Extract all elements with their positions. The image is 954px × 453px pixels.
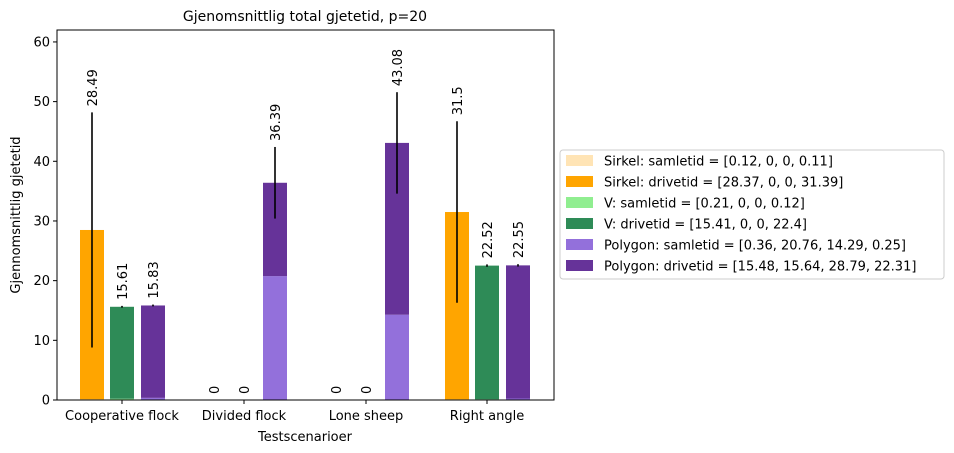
- bar-value-label-sirkel-2: 0: [330, 386, 345, 394]
- x-axis: Cooperative flock Divided flock Lone sheep…: [65, 400, 524, 424]
- legend-swatch: [566, 176, 593, 187]
- bar-value-label-v-1: 0: [238, 386, 253, 394]
- y-tick-label: 40: [33, 155, 50, 170]
- legend: Sirkel: samletid = [0.12, 0, 0, 0.11] Sir…: [559, 149, 945, 280]
- bar-polygon-drivetid-0: [141, 305, 165, 398]
- error-bars-group: [91, 92, 519, 348]
- bar-value-label-v-3: 22.52: [481, 221, 496, 258]
- legend-swatch: [566, 197, 593, 208]
- legend-swatch: [566, 239, 593, 250]
- legend-entry: Polygon: samletid = [0.36, 20.76, 14.29,…: [604, 239, 906, 254]
- y-tick-label: 60: [33, 35, 50, 50]
- bar-value-label-polygon-0: 15.83: [147, 261, 162, 298]
- bar-v-samletid-0: [110, 398, 134, 400]
- bar-polygon-samletid-1: [263, 276, 287, 400]
- x-tick-label: Divided flock: [202, 409, 287, 424]
- bar-value-label-polygon-3: 22.55: [512, 221, 527, 258]
- bar-v-drivetid-3: [475, 265, 499, 400]
- legend-entry: V: drivetid = [15.41, 0, 0, 22.4]: [604, 218, 807, 233]
- x-tick-label: Cooperative flock: [65, 409, 179, 424]
- legend-swatch: [566, 260, 593, 271]
- y-tick-label: 20: [33, 274, 50, 289]
- x-tick-label: Right angle: [450, 409, 524, 424]
- y-tick-label: 30: [33, 214, 50, 229]
- bar-polygon-samletid-2: [385, 314, 409, 400]
- legend-entry: Polygon: drivetid = [15.48, 15.64, 28.79…: [604, 260, 916, 275]
- x-axis-label: Testscenarioer: [257, 430, 353, 445]
- legend-swatch: [566, 218, 593, 229]
- y-axis: 0 10 20 30 40 50 60: [33, 35, 57, 409]
- y-tick-label: 50: [33, 95, 50, 110]
- bar-v-drivetid-0: [110, 306, 134, 399]
- legend-entry: Sirkel: samletid = [0.12, 0, 0, 0.11]: [604, 155, 833, 170]
- bar-polygon-drivetid-3: [506, 265, 530, 399]
- legend-frame: [559, 149, 945, 280]
- bar-value-label-polygon-1: 36.39: [269, 104, 284, 141]
- bar-value-label-polygon-2: 43.08: [391, 49, 406, 86]
- bar-value-label-v-2: 0: [360, 386, 375, 394]
- bar-value-label-sirkel-1: 0: [208, 386, 223, 394]
- y-axis-label: Gjennomsnittlig gjetetid: [9, 136, 24, 293]
- legend-swatch: [566, 155, 593, 166]
- bar-polygon-samletid-3: [506, 398, 530, 400]
- plot-frame: [56, 29, 555, 401]
- chart-title: Gjenomsnittlig total gjetetid, p=20: [183, 9, 427, 25]
- bar-value-label-sirkel-3: 31.5: [451, 86, 466, 115]
- x-tick-label: Lone sheep: [329, 409, 404, 424]
- bars-group: [80, 142, 530, 400]
- bar-polygon-samletid-0: [141, 397, 165, 400]
- bar-labels-group: 28.49 0 0 31.5 15.61 0 0 22.52 15.83 36.39 43.08 22…: [86, 49, 527, 394]
- bar-value-label-sirkel-0: 28.49: [86, 69, 101, 106]
- legend-entry: V: samletid = [0.21, 0, 0, 0.12]: [604, 197, 805, 212]
- y-tick-label: 0: [42, 394, 50, 409]
- legend-entry: Sirkel: drivetid = [28.37, 0, 0, 31.39]: [604, 176, 843, 191]
- bar-value-label-v-0: 15.61: [116, 263, 131, 300]
- y-tick-label: 10: [33, 334, 50, 349]
